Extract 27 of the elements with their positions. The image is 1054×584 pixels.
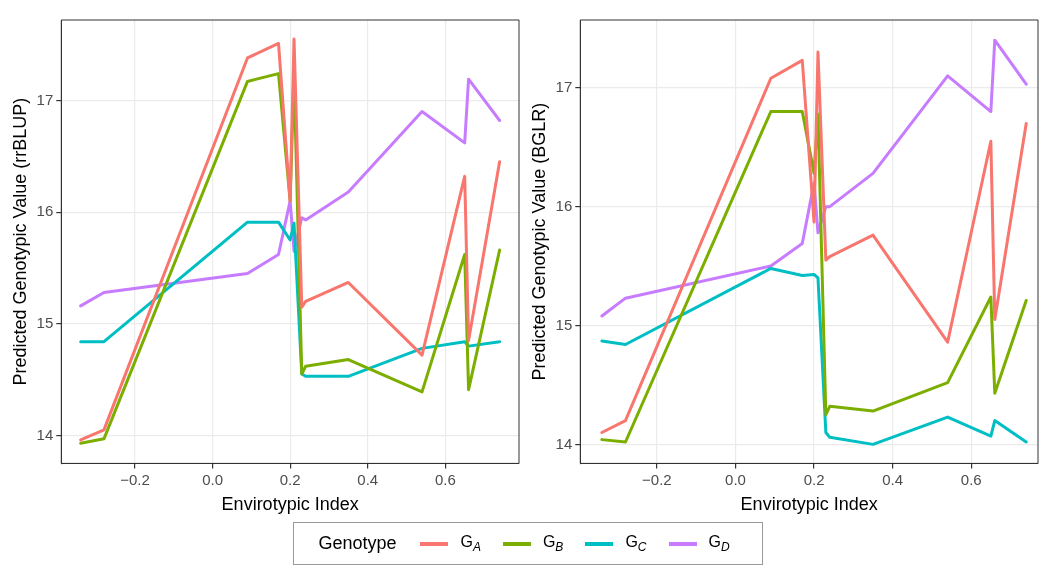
y-tick-label: 15	[36, 313, 54, 331]
x-tick-label: 0.0	[725, 470, 746, 488]
legend-label: G$_{C}$	[625, 533, 647, 555]
y-tick-label: 14	[555, 434, 573, 452]
y-axis-title: Predicted Genotypic Value (BGLR)	[528, 102, 549, 381]
y-tick-label: 16	[555, 196, 573, 214]
y-tick-label: 17	[36, 90, 54, 108]
legend-title: Genotype	[318, 533, 397, 555]
legend-label: G$_{D}$	[708, 533, 730, 555]
legend-label: G$_{A}$	[460, 533, 481, 555]
x-tick-label: 0.6	[960, 470, 982, 488]
y-axis-title: Predicted Genotypic Value (rrBLUP)	[9, 97, 30, 386]
x-tick-label: 0.2	[803, 470, 825, 488]
x-tick-label: −0.2	[642, 470, 672, 488]
y-tick-label: 17	[555, 77, 573, 95]
y-tick-label: 16	[36, 202, 54, 220]
x-tick-label: 0.2	[279, 470, 301, 488]
y-tick-label: 15	[555, 315, 573, 333]
x-tick-label: 0.6	[434, 470, 456, 488]
x-tick-label: −0.2	[120, 470, 150, 488]
x-tick-label: 0.4	[882, 470, 904, 488]
y-tick-label: 14	[36, 425, 54, 443]
legend-label: G$_{B}$	[542, 533, 564, 555]
x-tick-label: 0.0	[202, 470, 223, 488]
x-tick-label: 0.4	[357, 470, 379, 488]
x-axis-title: Envirotypic Index	[221, 494, 359, 515]
x-axis-title: Envirotypic Index	[740, 494, 878, 515]
